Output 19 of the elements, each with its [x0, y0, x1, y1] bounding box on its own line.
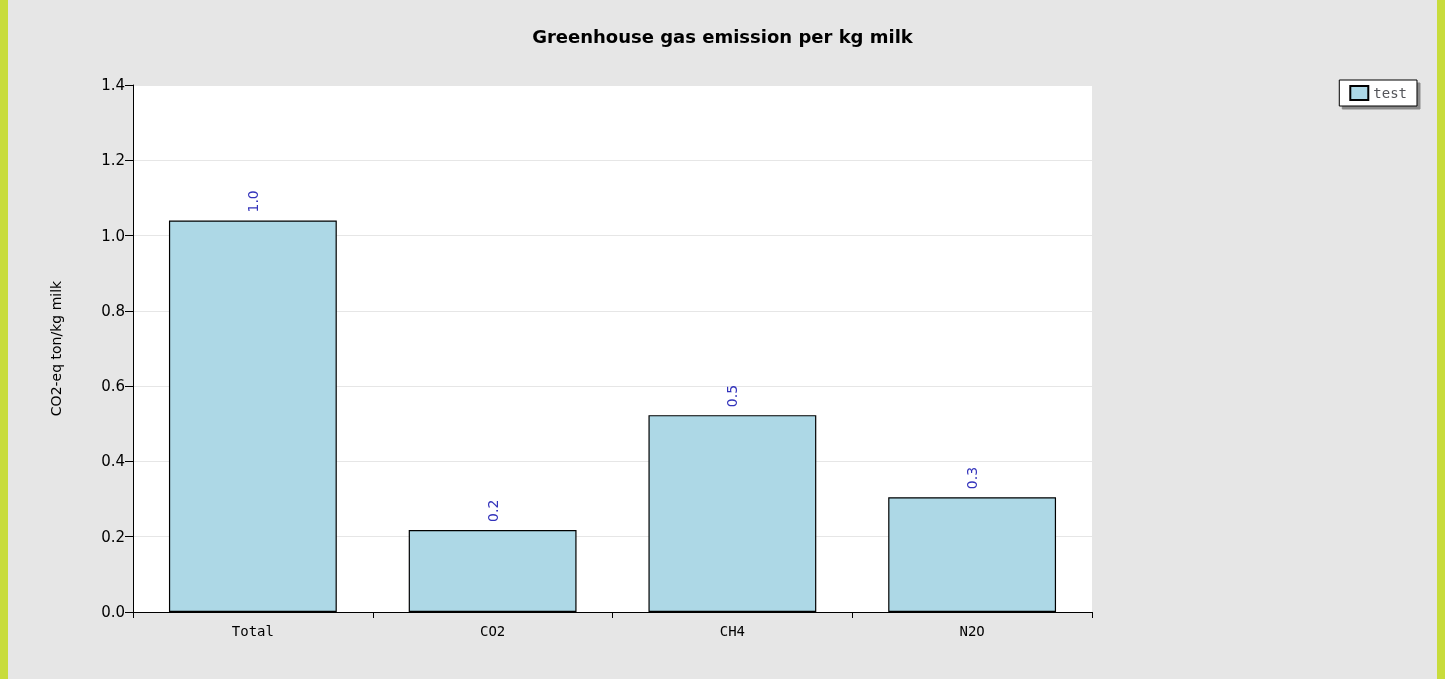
data-label: 0.3: [964, 466, 981, 490]
y-tick-label: 1.2: [101, 151, 125, 170]
x-tick-label: CH4: [719, 623, 746, 639]
data-label: 1.0: [244, 190, 261, 213]
y-tick-label: 1.0: [101, 226, 125, 245]
data-label: 0.5: [724, 384, 741, 408]
x-tick-label: N2O: [959, 623, 985, 639]
y-tick-label: 0.4: [101, 452, 125, 471]
y-tick-label: 0.2: [101, 527, 125, 546]
y-tick-label: 0.6: [101, 377, 125, 396]
x-tick-label: Total: [231, 623, 274, 639]
y-axis-title: CO2-eq ton/kg milk: [48, 279, 64, 417]
x-tick-label: CO2: [479, 623, 506, 639]
y-tick-label: 0.0: [101, 603, 125, 621]
y-tick-label: 1.4: [101, 76, 125, 94]
data-label: 0.2: [484, 499, 501, 522]
y-tick-label: 0.8: [101, 301, 125, 320]
chart-title: Greenhouse gas emission per kg milk: [532, 25, 914, 47]
legend-label: test: [1373, 85, 1407, 101]
